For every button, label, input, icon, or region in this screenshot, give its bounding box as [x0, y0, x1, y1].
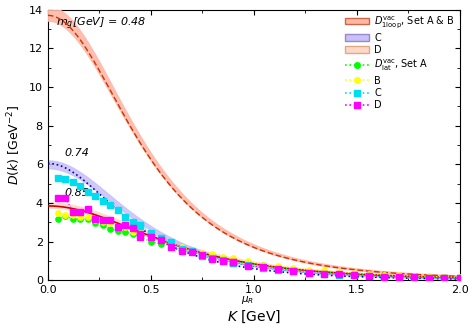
Y-axis label: $D(k)$ [GeV$^{-2}$]: $D(k)$ [GeV$^{-2}$]: [6, 105, 23, 185]
X-axis label: $K$ [GeV]: $K$ [GeV]: [227, 309, 281, 325]
Text: $\mu_R$: $\mu_R$: [241, 294, 254, 306]
Legend: $D^{\rm vac}_{1\rm loop}$, Set A & B, C, D, $D^{\rm vac}_{\rm lat}$, Set A, B, C: $D^{\rm vac}_{1\rm loop}$, Set A & B, C,…: [343, 13, 456, 112]
Text: 0.74: 0.74: [64, 148, 89, 158]
Text: $m_g$[GeV] = 0.48: $m_g$[GeV] = 0.48: [56, 15, 146, 32]
Text: 0.85: 0.85: [64, 188, 89, 198]
